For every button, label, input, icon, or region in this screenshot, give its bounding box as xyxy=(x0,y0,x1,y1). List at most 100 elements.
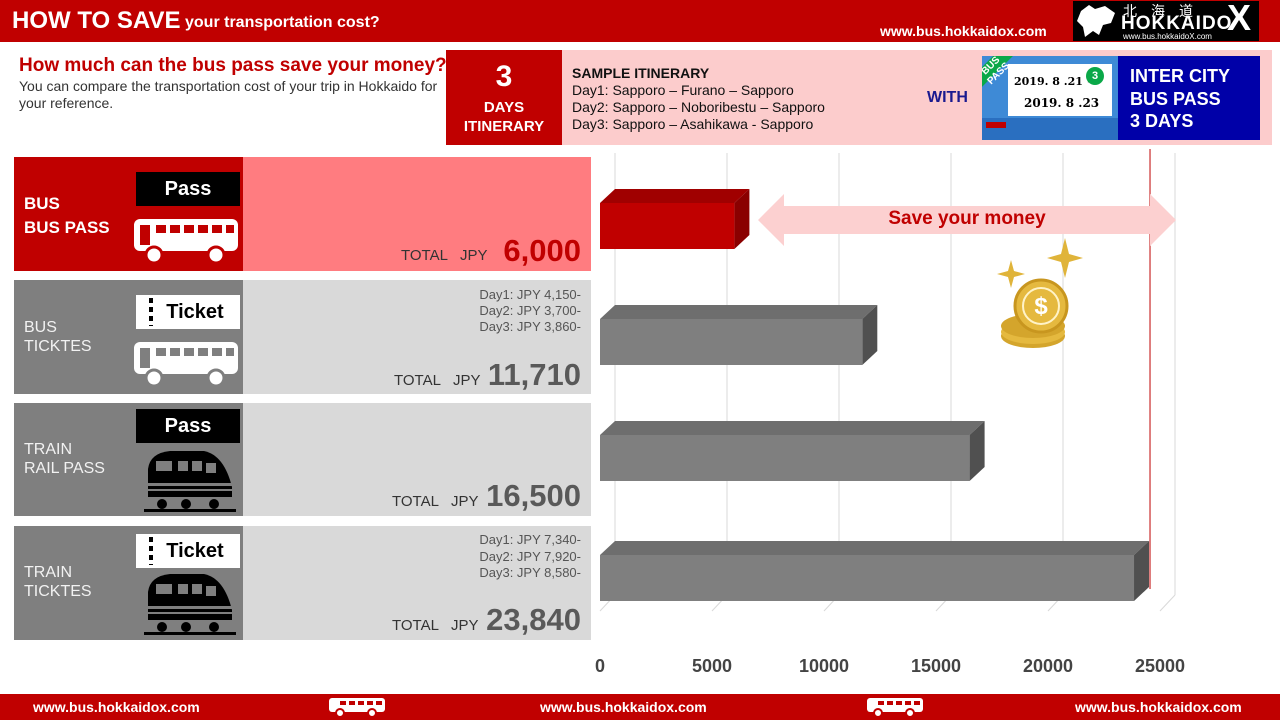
gridline xyxy=(1159,594,1176,612)
x-tick-label: 0 xyxy=(594,656,605,676)
bar-side xyxy=(734,189,750,249)
pass-line1: INTER CITY xyxy=(1130,66,1231,86)
hokkaido-map-icon xyxy=(1077,5,1115,37)
page-subtitle: your transportation cost? xyxy=(185,14,380,31)
bus-icon xyxy=(134,342,238,388)
itinerary-day1: Day1: Sapporo – Furano – Sapporo xyxy=(572,82,794,98)
ticket-red-tag xyxy=(986,122,1006,128)
with-label: WITH xyxy=(927,89,968,106)
total-label: TOTAL xyxy=(401,247,448,264)
bus-icon xyxy=(867,698,923,718)
bus-icon xyxy=(329,698,385,718)
pass-tag: Pass xyxy=(136,409,240,443)
row-category-2: BUS PASS xyxy=(24,218,110,237)
total-value: 6,000 xyxy=(503,233,581,268)
row-train-tickets-label: TRAIN TICKTES Ticket xyxy=(14,526,243,640)
row-category-2: TICKTES xyxy=(24,338,92,355)
sparkle-icon xyxy=(997,260,1025,288)
day-cost-2: Day2: JPY 3,700- xyxy=(479,303,581,318)
bar-side xyxy=(862,305,878,365)
days-number: 3 xyxy=(495,60,513,93)
days-label-line2: ITINERARY xyxy=(463,118,545,135)
bus-icon xyxy=(134,219,238,265)
itinerary-heading: SAMPLE ITINERARY xyxy=(572,65,710,81)
header-bar: HOW TO SAVE your transportation cost? ww… xyxy=(0,0,1280,42)
x-tick-label: 10000 xyxy=(798,656,850,676)
currency-label: JPY xyxy=(451,617,479,634)
bar-side xyxy=(969,421,985,481)
pass-line3: 3 DAYS xyxy=(1130,111,1194,131)
row-bus-tickets-panel: Day1: JPY 4,150- Day2: JPY 3,700- Day3: … xyxy=(243,280,591,394)
days-label-line1: DAYS xyxy=(483,99,525,116)
logo-x: X xyxy=(1227,1,1252,38)
logo-kanji: 北海道 xyxy=(1123,3,1207,19)
x-tick-label: 25000 xyxy=(1134,656,1186,676)
itinerary-day3: Day3: Sapporo – Asahikawa - Sapporo xyxy=(572,116,814,132)
row-category-1: BUS xyxy=(24,194,60,213)
days-badge: 3 DAYS ITINERARY xyxy=(446,50,562,145)
logo-url: www.bus.hokkaidoX.com xyxy=(1123,32,1212,41)
total-label: TOTAL xyxy=(392,617,439,634)
ticket-tag: Ticket xyxy=(136,534,240,568)
inter-city-pass-label: INTER CITY BUS PASS 3 DAYS xyxy=(1118,56,1260,140)
page-title: HOW TO SAVE xyxy=(12,7,181,34)
ticket-date-from: 2019. 8 .21 ~ xyxy=(1014,75,1096,88)
row-bus-pass-panel: TOTAL JPY 6,000 xyxy=(243,157,591,271)
bar-top xyxy=(600,421,985,435)
total-label: TOTAL xyxy=(392,493,439,510)
ticket-strip xyxy=(982,118,1118,140)
row-category-1: TRAIN xyxy=(24,564,72,581)
coin-stack-icon: $ xyxy=(997,238,1083,348)
day-cost-2: Day2: JPY 7,920- xyxy=(479,549,581,564)
ticket-tag-label: Ticket xyxy=(166,301,224,323)
intro-question: How much can the bus pass save your mone… xyxy=(19,55,447,76)
row-train-pass-panel: TOTAL JPY 16,500 xyxy=(243,403,591,516)
bar-1 xyxy=(600,203,735,249)
footer-url-right[interactable]: www.bus.hokkaidox.com xyxy=(1075,699,1242,715)
day-cost-1: Day1: JPY 4,150- xyxy=(479,287,581,302)
x-tick-label: 5000 xyxy=(691,656,733,676)
bar-top xyxy=(600,541,1150,555)
ticket-date-to: 2019. 8 .23 xyxy=(1024,96,1100,110)
row-bus-pass-label: BUS BUS PASS Pass xyxy=(14,157,243,271)
sparkle-icon xyxy=(1047,238,1083,278)
total-value: 23,840 xyxy=(486,602,581,637)
row-category-2: TICKTES xyxy=(24,583,92,600)
bar-4 xyxy=(600,555,1135,601)
row-bus-tickets-label: BUS TICKTES Ticket xyxy=(14,280,243,394)
pass-line2: BUS PASS xyxy=(1130,89,1221,109)
svg-text:$: $ xyxy=(1034,293,1048,320)
ticket-tag: Ticket xyxy=(136,295,240,329)
row-train-pass-label: TRAIN RAIL PASS Pass xyxy=(14,403,243,516)
pass-tag: Pass xyxy=(136,172,240,206)
bar-side xyxy=(1134,541,1150,601)
bar-3 xyxy=(600,435,970,481)
total-value: 16,500 xyxy=(486,478,581,513)
currency-label: JPY xyxy=(451,493,479,510)
bar-2 xyxy=(600,319,863,365)
footer-bar: www.bus.hokkaidox.com www.bus.hokkaidox.… xyxy=(0,694,1280,720)
train-icon xyxy=(144,574,236,635)
ticket-perforation-icon xyxy=(149,298,153,326)
bar-top xyxy=(600,305,878,319)
row-category-2: RAIL PASS xyxy=(24,460,105,477)
row-train-tickets-panel: Day1: JPY 7,340- Day2: JPY 7,920- Day3: … xyxy=(243,526,591,640)
train-icon xyxy=(144,451,236,512)
itinerary-day2: Day2: Sapporo – Noboribestu – Sapporo xyxy=(572,99,825,115)
total-value: 11,710 xyxy=(487,357,581,392)
ticket-perforation-icon xyxy=(149,537,153,565)
bus-pass-ticket-image: BUS PASS 2019. 8 .21 ~ 2019. 8 .23 3 xyxy=(982,56,1118,140)
double-arrow-icon xyxy=(758,194,1176,246)
chart-bars xyxy=(600,149,1151,601)
day-cost-1: Day1: JPY 7,340- xyxy=(479,532,581,547)
footer-url-left[interactable]: www.bus.hokkaidox.com xyxy=(33,699,200,715)
x-tick-label: 15000 xyxy=(910,656,962,676)
footer-url-center[interactable]: www.bus.hokkaidox.com xyxy=(540,699,707,715)
total-label: TOTAL xyxy=(394,372,441,389)
hokkaidox-logo[interactable]: 北海道 HOKKAIDO X www.bus.hokkaidoX.com xyxy=(1073,1,1259,41)
header-url-link[interactable]: www.bus.hokkaidox.com xyxy=(880,23,1047,39)
day-cost-3: Day3: JPY 3,860- xyxy=(479,319,581,334)
row-category-1: BUS xyxy=(24,319,57,336)
row-category-1: TRAIN xyxy=(24,441,72,458)
x-tick-label: 20000 xyxy=(1022,656,1074,676)
